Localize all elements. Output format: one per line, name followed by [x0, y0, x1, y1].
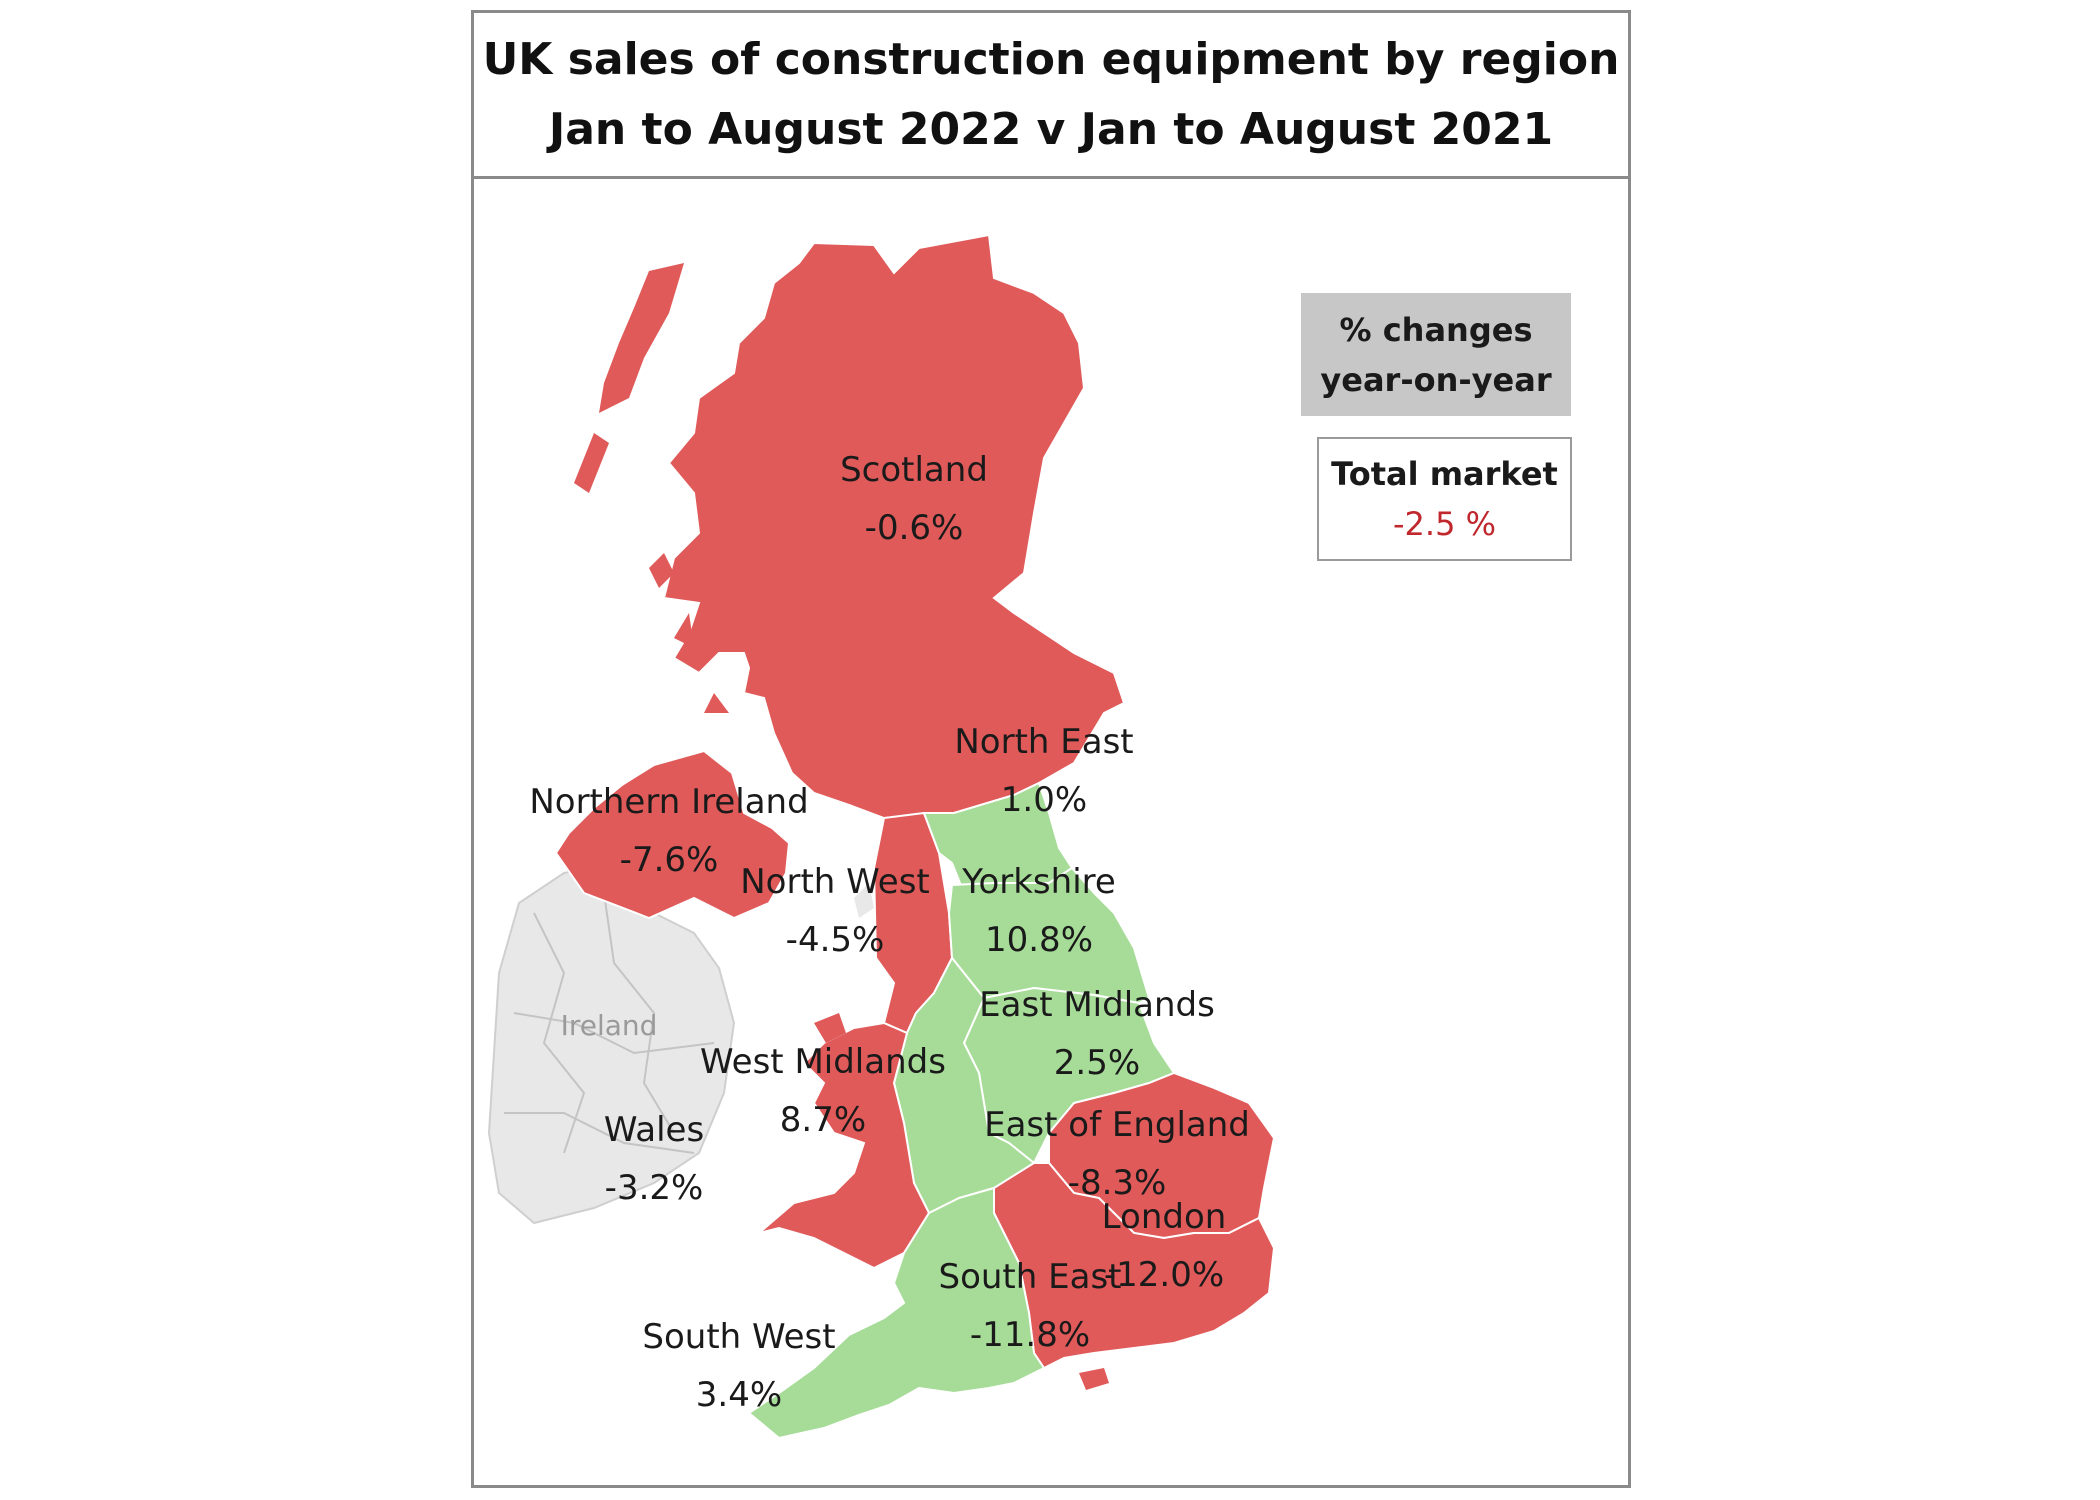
region-name-north-west: North West [740, 862, 930, 902]
legend-total-market: Total market -2.5 % [1317, 437, 1572, 561]
region-value-east-midlands: 2.5% [1054, 1043, 1140, 1083]
region-name-north-east: North East [954, 722, 1133, 762]
region-name-northern-ireland: Northern Ireland [529, 782, 808, 822]
region-value-north-east: 1.0% [1001, 780, 1087, 820]
region-name-south-east: South East [939, 1257, 1122, 1297]
region-value-london: -12.0% [1104, 1255, 1224, 1295]
legend-line-2: year-on-year [1320, 360, 1552, 399]
anglesey [814, 1013, 846, 1043]
isle-of-wight [1079, 1368, 1109, 1390]
region-labels: Scotland -0.6% Northern Ireland -7.6% North … [529, 450, 1250, 1415]
total-market-value: -2.5 % [1392, 505, 1496, 543]
region-value-south-east: -11.8% [970, 1315, 1090, 1355]
ireland-label: Ireland [561, 1009, 658, 1042]
legend-line-1: % changes [1339, 310, 1533, 349]
uk-region-map: Scotland -0.6% Northern Ireland -7.6% North … [487, 233, 1276, 1440]
region-value-west-midlands: 8.7% [780, 1100, 866, 1140]
region-name-east-of-england: East of England [984, 1105, 1250, 1145]
region-value-east-of-england: -8.3% [1068, 1163, 1167, 1203]
title-line-1: UK sales of construction equipment by re… [482, 33, 1620, 85]
region-name-scotland: Scotland [840, 450, 988, 490]
region-name-east-midlands: East Midlands [979, 985, 1215, 1025]
region-name-west-midlands: West Midlands [700, 1042, 946, 1082]
title-line-2: Jan to August 2022 v Jan to August 2021 [548, 103, 1554, 155]
region-value-north-west: -4.5% [786, 920, 885, 960]
region-value-south-west: 3.4% [696, 1375, 782, 1415]
ireland-county-lines [504, 892, 715, 1154]
region-wales [758, 1021, 931, 1270]
region-name-wales: Wales [604, 1110, 704, 1150]
region-value-wales: -3.2% [605, 1168, 704, 1208]
title-box: UK sales of construction equipment by re… [474, 13, 1628, 179]
map-frame: UK sales of construction equipment by re… [471, 10, 1631, 1488]
region-value-yorkshire: 10.8% [985, 920, 1093, 960]
region-value-northern-ireland: -7.6% [620, 840, 719, 880]
total-market-label: Total market [1331, 455, 1558, 493]
region-name-south-west: South West [642, 1317, 835, 1357]
region-name-yorkshire: Yorkshire [961, 862, 1116, 902]
outer-hebrides [574, 263, 684, 493]
region-value-scotland: -0.6% [865, 508, 964, 548]
isle-of-man [854, 883, 874, 918]
region-scotland [662, 233, 1126, 820]
legend-yoy: % changes year-on-year [1301, 293, 1571, 416]
region-northern-ireland [554, 749, 791, 920]
region-name-london: London [1102, 1197, 1227, 1237]
region-south-west [747, 1186, 1046, 1440]
scotland-islands [649, 553, 729, 713]
